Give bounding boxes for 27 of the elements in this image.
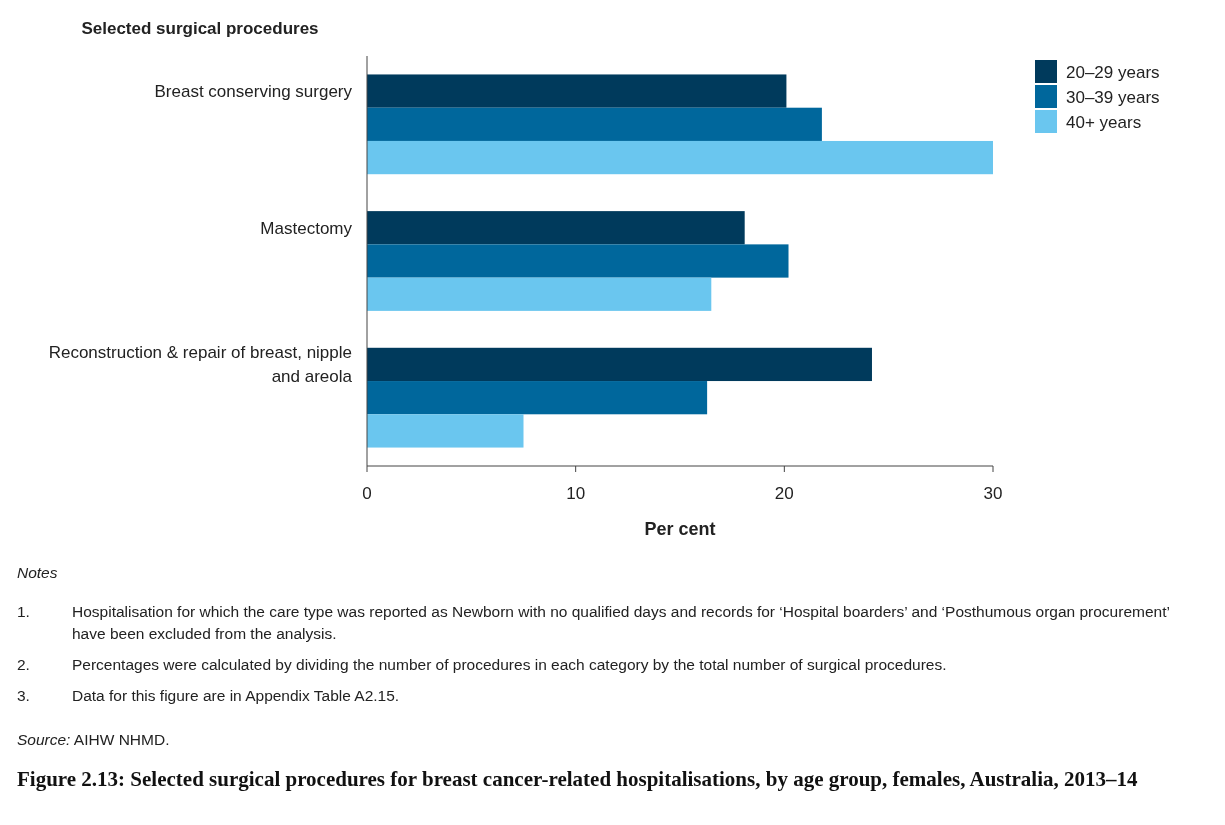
y-tick-label: Reconstruction & repair of breast, nipple and areola [48, 342, 353, 386]
x-tick-label: 30 [983, 484, 1003, 503]
bar [367, 414, 524, 448]
y-tick-label: Mastectomy [260, 218, 353, 238]
bar [367, 277, 712, 311]
text: Notes [17, 564, 58, 581]
bar [367, 244, 789, 278]
text: Figure 2.13: Selected surgical procedures for breast cancer-related hospitalisations, by age group, females, Australia, 2013–14 [17, 767, 1138, 791]
x-tick-label: 0 [362, 484, 372, 503]
y-tick-label: Breast conserving surgery [154, 81, 353, 101]
source-note: Source: AIHW NHMD. [17, 731, 170, 748]
legend-label: 30–39 years [1066, 87, 1160, 107]
bar [367, 211, 745, 245]
y-axis-title: Selected surgical procedures [81, 19, 319, 38]
bar [367, 74, 787, 108]
legend-label: 40+ years [1066, 112, 1142, 132]
x-axis-title: Per cent [644, 519, 716, 539]
x-tick-label: 20 [774, 484, 794, 503]
text: 1. Hospitalisation for which the care type was reported as Newborn with no qualified days and records for ‘Hospital boarders’ and ‘Posthumous organ procurement’ have been excluded from the analysis. [17, 603, 1170, 642]
bar [367, 381, 708, 415]
text: 2. Percentages were calculated by dividing the number of procedures in each category by the total number of surgical procedures. [17, 656, 947, 673]
text: 3. Data for this figure are in Appendix Table A2.15. [17, 687, 400, 704]
bar [367, 107, 822, 141]
x-tick-label: 10 [566, 484, 586, 503]
legend-label: 20–29 years [1066, 62, 1160, 82]
bar [367, 347, 872, 382]
bar [367, 140, 993, 175]
